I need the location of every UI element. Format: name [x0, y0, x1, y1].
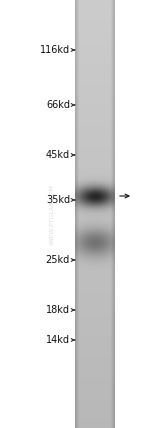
- Text: 66kd: 66kd: [46, 100, 70, 110]
- Text: 18kd: 18kd: [46, 305, 70, 315]
- Text: WWW.PTGLAB.COM: WWW.PTGLAB.COM: [50, 184, 54, 244]
- Text: 25kd: 25kd: [46, 255, 70, 265]
- Text: 45kd: 45kd: [46, 150, 70, 160]
- Text: 35kd: 35kd: [46, 195, 70, 205]
- Text: 14kd: 14kd: [46, 335, 70, 345]
- Text: 116kd: 116kd: [40, 45, 70, 55]
